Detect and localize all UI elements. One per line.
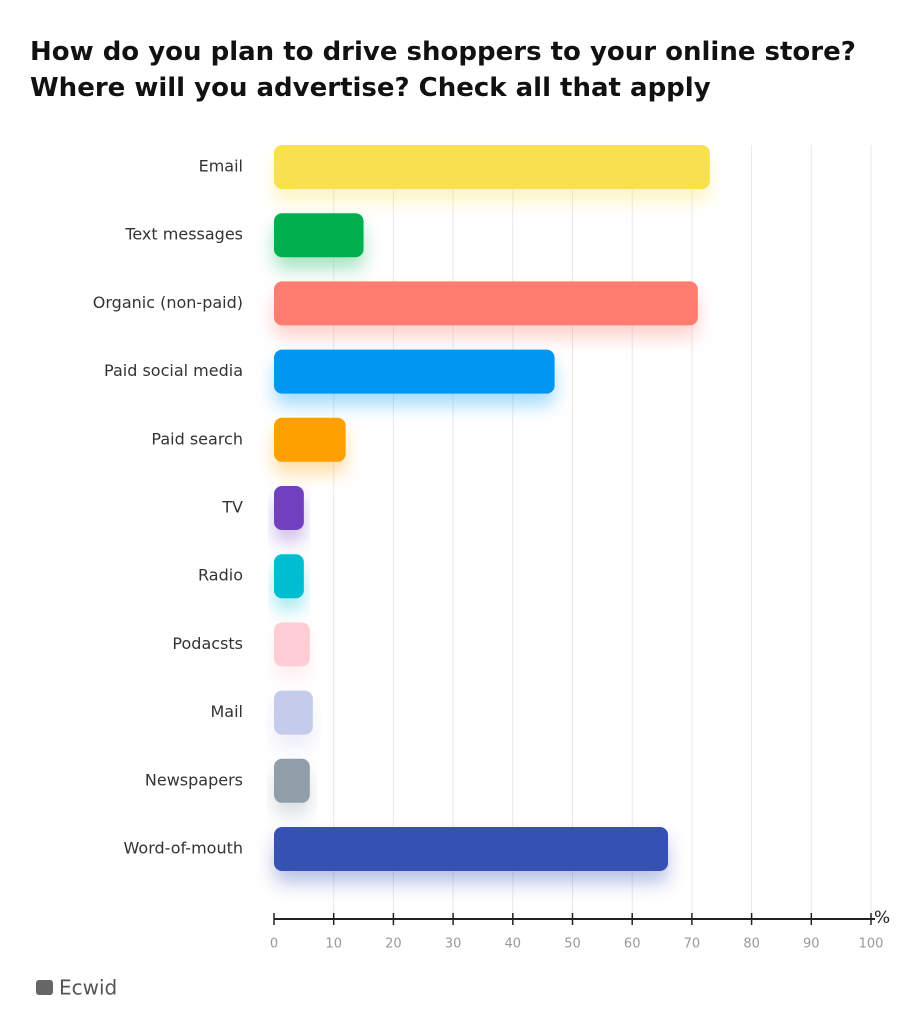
x-tick-label: 100 [859,937,884,952]
x-tick-label: 60 [624,937,641,952]
bar [274,622,310,667]
x-tick-label: 90 [803,937,820,952]
y-tick-label: Email [199,157,243,176]
logo-text: Ecwid [59,976,117,1000]
x-tick-label: 40 [505,937,522,952]
y-tick-label: Organic (non-paid) [93,293,243,312]
bar [274,827,669,871]
bar [274,554,304,599]
y-tick-label: Paid social media [104,361,243,380]
y-tick-label: Radio [198,566,243,585]
y-tick-label: Mail [211,702,244,721]
bar [274,690,313,735]
x-tick-label: 0 [270,937,278,952]
bar [274,349,555,394]
chart-title: Where will you advertise? Check all that… [30,73,711,103]
bar [274,758,310,803]
logo: Ecwid [36,976,117,1000]
bar [274,213,364,258]
y-tick-label: Paid search [151,429,243,448]
x-tick-label: 30 [445,937,462,952]
logo-icon [36,980,53,995]
x-tick-label: 50 [564,937,581,952]
y-tick-label: Podacsts [172,634,243,653]
chart-title: How do you plan to drive shoppers to you… [30,37,856,67]
y-tick-label: Word-of-mouth [124,839,243,858]
bar [274,417,346,462]
bar [274,486,304,530]
x-tick-label: 20 [385,937,402,952]
x-tick-label: 70 [684,937,701,952]
y-tick-label: TV [221,498,243,517]
y-tick-label: Newspapers [145,770,243,789]
x-tick-label: 10 [325,937,342,952]
y-tick-label: Text messages [124,225,243,244]
bar [274,281,698,326]
x-axis-label: % [874,908,890,928]
bar [274,145,710,189]
x-tick-label: 80 [743,937,760,952]
